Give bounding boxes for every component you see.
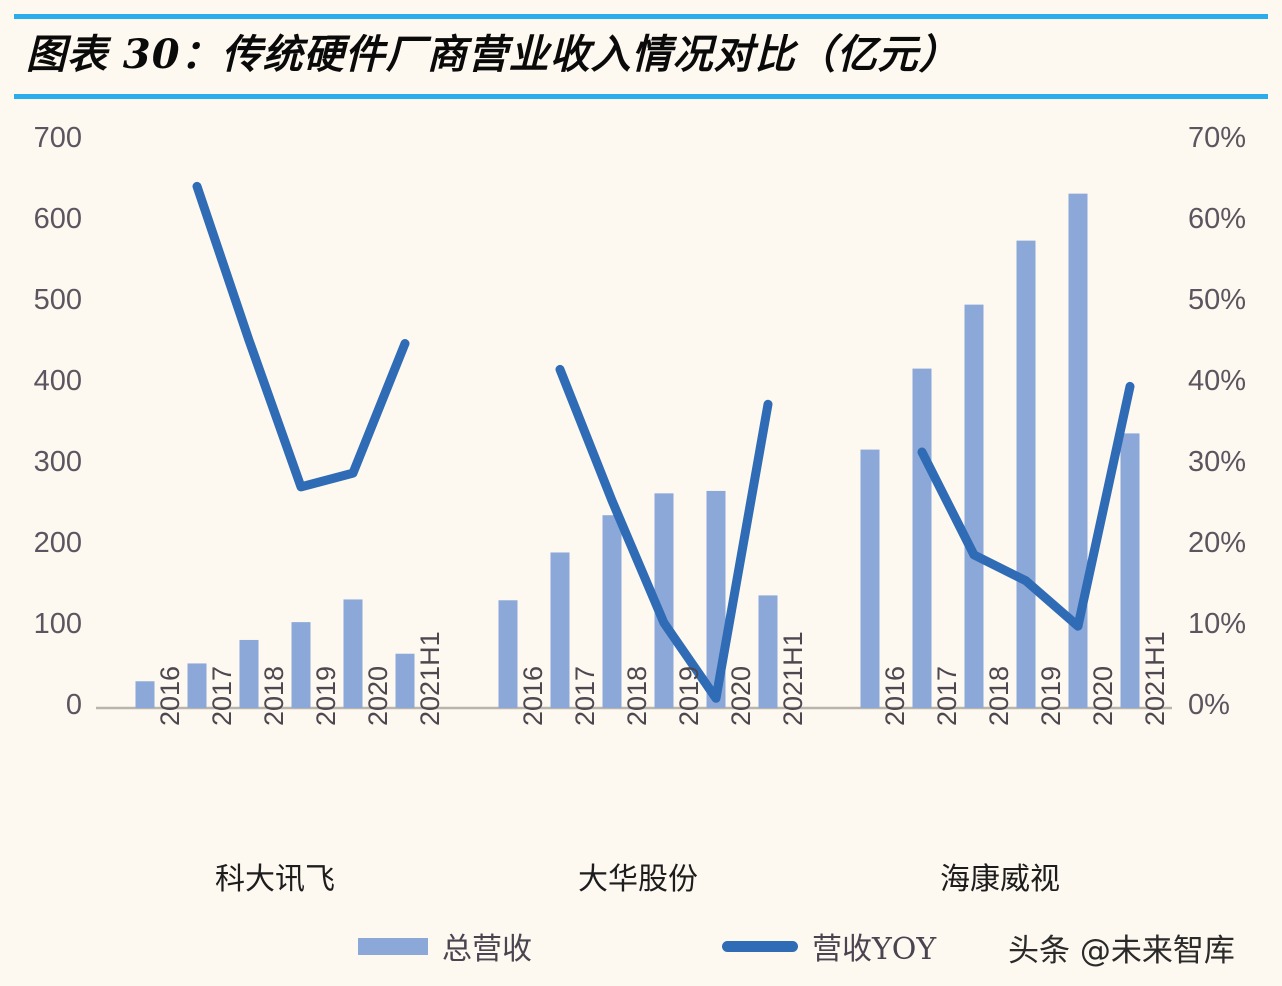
category-label-海康威视-2016: 2016 (880, 665, 910, 726)
line-科大讯飞[interactable] (192, 181, 410, 492)
legend-bar-label: 总营收 (442, 932, 532, 967)
category-label-海康威视-2018: 2018 (984, 665, 1014, 726)
bar-海康威视-2021H1[interactable] (1120, 433, 1140, 708)
right-axis-tick-70pct: 70% (1188, 122, 1247, 154)
left-axis-tick-200: 200 (33, 527, 82, 559)
bar-海康威视-2019[interactable] (1016, 240, 1036, 708)
legend-line-label: 营收YOY (812, 932, 937, 967)
category-label-大华股份-2021H1: 2021H1 (778, 631, 808, 726)
bar-科大讯飞-2019[interactable] (291, 622, 311, 708)
category-label-大华股份-2016: 2016 (518, 665, 548, 726)
category-label-科大讯飞-2016: 2016 (155, 665, 185, 726)
watermark: 头条 @未来智库 (1008, 933, 1235, 969)
page-title: 图表 30：传统硬件厂商营业收入情况对比（亿元） (26, 31, 960, 78)
category-label-海康威视-2019: 2019 (1036, 665, 1066, 726)
right-axis-tick-60pct: 60% (1188, 203, 1247, 235)
category-label-科大讯飞-2017: 2017 (207, 665, 237, 726)
legend-item-bar[interactable]: 总营收 (358, 924, 532, 968)
bar-科大讯飞-2020[interactable] (343, 599, 363, 708)
bar-大华股份-2019[interactable] (654, 493, 674, 708)
category-label-海康威视-2021H1: 2021H1 (1140, 631, 1170, 726)
right-axis-tick-40pct: 40% (1188, 365, 1247, 397)
left-axis-tick-100: 100 (33, 608, 82, 640)
bar-海康威视-2020[interactable] (1068, 193, 1088, 708)
bar-科大讯飞-2016[interactable] (135, 681, 155, 708)
group-label-科大讯飞: 科大讯飞 (215, 862, 335, 897)
bar-大华股份-2018[interactable] (602, 515, 622, 708)
category-label-大华股份-2019: 2019 (674, 665, 704, 726)
bar-海康威视-2017[interactable] (912, 368, 932, 708)
bar-科大讯飞-2017[interactable] (187, 663, 207, 708)
left-axis-tick-0: 0 (65, 689, 82, 721)
left-axis-tick-400: 400 (33, 365, 82, 397)
left-axis-tick-600: 600 (33, 203, 82, 235)
category-label-科大讯飞-2019: 2019 (311, 665, 341, 726)
title-rule-top (14, 14, 1268, 19)
bar-大华股份-2017[interactable] (550, 552, 570, 708)
title-block: 图表 30：传统硬件厂商营业收入情况对比（亿元） (0, 0, 1282, 104)
right-axis-tick-30pct: 30% (1188, 446, 1247, 478)
line-海康威视[interactable] (917, 381, 1135, 631)
legend-line-swatch-icon (722, 940, 798, 952)
right-axis-tick-0pct: 0% (1188, 689, 1230, 721)
left-axis-tick-700: 700 (33, 122, 82, 154)
bar-大华股份-2021H1[interactable] (758, 595, 778, 708)
left-axis-tick-500: 500 (33, 284, 82, 316)
bar-科大讯飞-2018[interactable] (239, 639, 259, 708)
legend-item-line[interactable]: 营收YOY (722, 924, 936, 968)
legend-bar-swatch-icon (358, 937, 428, 955)
group-label-海康威视: 海康威视 (940, 862, 1060, 897)
right-axis-tick-20pct: 20% (1188, 527, 1247, 559)
chart-legend: 总营收 营收YOY (0, 918, 1282, 968)
right-axis-tick-10pct: 10% (1188, 608, 1247, 640)
category-label-科大讯飞-2021H1: 2021H1 (415, 631, 445, 726)
category-label-科大讯飞-2020: 2020 (363, 665, 393, 726)
category-label-海康威视-2020: 2020 (1088, 665, 1118, 726)
category-label-科大讯飞-2018: 2018 (259, 665, 289, 726)
category-label-海康威视-2017: 2017 (932, 665, 962, 726)
bar-海康威视-2016[interactable] (860, 449, 880, 708)
right-axis-tick-50pct: 50% (1188, 284, 1247, 316)
left-axis-tick-300: 300 (33, 446, 82, 478)
bar-海康威视-2018[interactable] (964, 304, 984, 708)
chart-plot-area: 0 100 200 300 400 500 600 700 0% 10% 20% 30% 40% 50%… (0, 104, 1282, 986)
category-label-大华股份-2017: 2017 (570, 665, 600, 726)
category-label-大华股份-2018: 2018 (622, 665, 652, 726)
bar-大华股份-2016[interactable] (498, 600, 518, 708)
category-label-大华股份-2020: 2020 (726, 665, 756, 726)
group-label-大华股份: 大华股份 (578, 862, 698, 897)
line-大华股份[interactable] (555, 364, 773, 703)
chart-svg (96, 181, 1172, 710)
title-rule-bottom (14, 94, 1268, 99)
bar-科大讯飞-2021H1[interactable] (395, 653, 415, 708)
